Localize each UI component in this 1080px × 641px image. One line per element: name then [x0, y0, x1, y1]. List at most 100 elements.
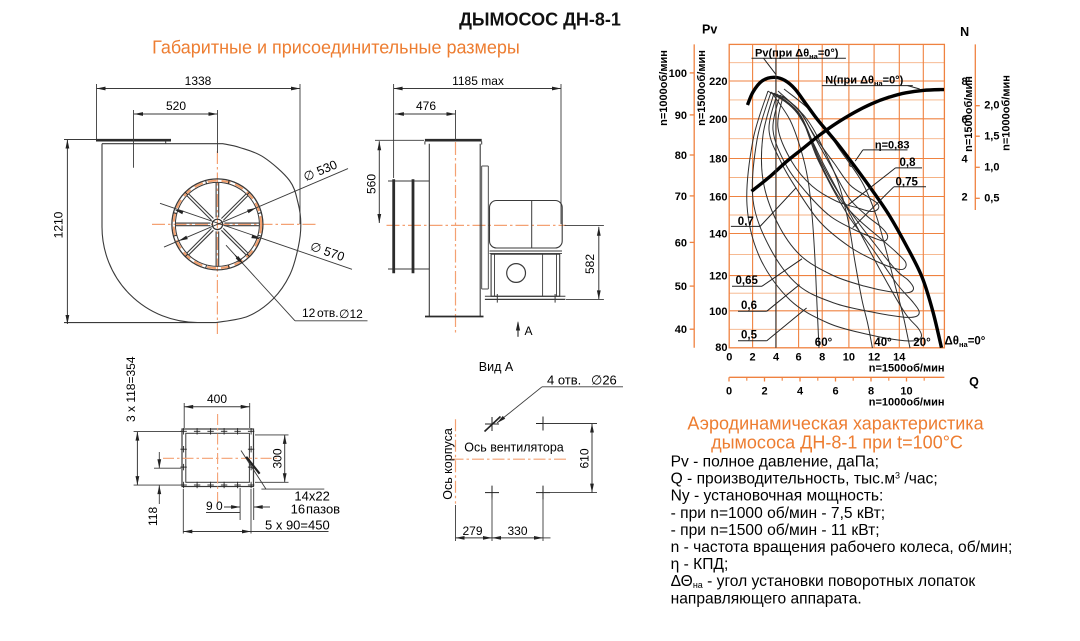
svg-text:40: 40: [675, 324, 687, 336]
svg-text:Δθна=0°: Δθна=0°: [945, 336, 986, 350]
svg-text:2: 2: [962, 192, 968, 204]
svg-text:140: 140: [709, 229, 727, 241]
svg-text:пазов: пазов: [306, 502, 340, 517]
svg-text:1338: 1338: [185, 74, 212, 88]
svg-text:200: 200: [709, 114, 727, 126]
svg-text:4: 4: [773, 351, 780, 363]
svg-text:- при n=1500 об/мин - 11 кВт;: - при n=1500 об/мин - 11 кВт;: [671, 522, 880, 539]
svg-text:100: 100: [669, 68, 687, 80]
svg-text:n=1500об/мин: n=1500об/мин: [696, 50, 708, 126]
svg-text:0: 0: [726, 385, 732, 397]
svg-text:4: 4: [962, 154, 969, 166]
svg-text:n=1500об/мин: n=1500об/мин: [963, 76, 975, 152]
svg-text:10: 10: [843, 351, 855, 363]
svg-text:0,5: 0,5: [741, 330, 758, 342]
svg-text:40°: 40°: [874, 337, 892, 349]
svg-text:50: 50: [675, 281, 687, 293]
svg-text:∅12: ∅12: [339, 307, 363, 321]
svg-text:0,6: 0,6: [741, 300, 757, 312]
svg-text:ΔΘна - угол установки поворотн: ΔΘна - угол установки поворотных лопаток: [671, 573, 976, 590]
svg-text:60°: 60°: [815, 337, 833, 349]
svg-text:80: 80: [715, 342, 727, 354]
svg-text:Pv(при Δθна=0°): Pv(при Δθна=0°): [755, 48, 839, 62]
svg-text:520: 520: [166, 99, 186, 113]
svg-text:4: 4: [797, 385, 804, 397]
svg-text:η=0,83: η=0,83: [875, 140, 910, 152]
svg-text:A: A: [525, 324, 533, 338]
svg-text:2: 2: [750, 351, 756, 363]
svg-text:90: 90: [675, 110, 687, 122]
svg-text:4 отв.: 4 отв.: [547, 373, 581, 388]
svg-text:дымососа ДН-8-1 при t=100°C: дымососа ДН-8-1 при t=100°C: [711, 432, 963, 452]
svg-text:1,5: 1,5: [984, 131, 999, 143]
svg-text:20°: 20°: [913, 337, 931, 349]
svg-text:0: 0: [726, 351, 732, 363]
svg-text:582: 582: [583, 254, 597, 274]
svg-text:476: 476: [416, 99, 436, 113]
svg-text:0,5: 0,5: [984, 193, 999, 205]
svg-text:0,7: 0,7: [738, 216, 754, 228]
svg-text:8: 8: [962, 76, 968, 88]
svg-text:1,0: 1,0: [984, 162, 999, 174]
svg-text:n=1000об/мин: n=1000об/мин: [1001, 75, 1013, 151]
svg-text:220: 220: [709, 76, 727, 88]
svg-text:Ось вентилятора: Ось вентилятора: [464, 441, 564, 455]
svg-text:80: 80: [675, 150, 687, 162]
svg-text:0,65: 0,65: [736, 275, 759, 287]
svg-text:160: 160: [709, 192, 727, 204]
svg-text:14: 14: [893, 351, 906, 363]
svg-text:Ось корпуса: Ось корпуса: [441, 428, 455, 500]
svg-text:6: 6: [796, 351, 802, 363]
svg-text:3 x 118=354: 3 x 118=354: [124, 356, 138, 422]
svg-text:2,0: 2,0: [984, 100, 999, 112]
svg-text:Q - производительность, тыс.м3: Q - производительность, тыс.м3 /час;: [671, 471, 938, 488]
svg-text:16: 16: [291, 502, 305, 517]
svg-text:Вид А: Вид А: [479, 360, 514, 374]
svg-text:n - частота вращения рабочего: n - частота вращения рабочего колеса, об…: [671, 539, 1013, 556]
svg-text:2: 2: [761, 385, 767, 397]
svg-text:η - КПД;: η - КПД;: [671, 556, 729, 573]
svg-text:n=1000об/мин: n=1000об/мин: [869, 396, 945, 408]
svg-text:Pv: Pv: [702, 23, 717, 37]
svg-text:118: 118: [146, 507, 160, 526]
svg-text:1185 max: 1185 max: [452, 74, 504, 88]
svg-text:n=1000об/мин: n=1000об/мин: [658, 50, 670, 126]
svg-text:9 0: 9 0: [206, 499, 223, 513]
svg-text:70: 70: [675, 191, 687, 203]
svg-text:6: 6: [832, 385, 838, 397]
svg-text:∅26: ∅26: [591, 373, 617, 388]
svg-text:5 x 90=450: 5 x 90=450: [265, 518, 330, 533]
svg-text:60: 60: [675, 237, 687, 249]
svg-text:Q: Q: [969, 375, 979, 389]
svg-text:N(при Δθна=0°): N(при Δθна=0°): [825, 75, 903, 89]
svg-text:279: 279: [462, 524, 482, 538]
svg-text:8: 8: [819, 351, 825, 363]
svg-text:180: 180: [709, 154, 727, 166]
svg-text:N: N: [960, 25, 969, 39]
svg-text:14x22: 14x22: [294, 489, 329, 504]
svg-text:ДЫМОСОС ДН-8-1: ДЫМОСОС ДН-8-1: [459, 10, 621, 30]
svg-text:Pv - полное давление, даПа;: Pv - полное давление, даПа;: [671, 454, 879, 471]
svg-text:0,75: 0,75: [896, 176, 919, 188]
svg-text:Ny - установочная мощность:: Ny - установочная мощность:: [671, 488, 884, 505]
svg-text:направляющего аппарата.: направляющего аппарата.: [671, 590, 862, 607]
svg-text:6: 6: [962, 114, 968, 126]
svg-text:300: 300: [271, 448, 285, 468]
svg-text:560: 560: [365, 174, 379, 194]
svg-text:330: 330: [507, 524, 527, 538]
svg-text:1210: 1210: [52, 211, 66, 238]
svg-text:Аэродинамическая характеристик: Аэродинамическая характеристика: [687, 414, 984, 434]
svg-text:400: 400: [207, 392, 227, 406]
svg-text:120: 120: [709, 271, 727, 283]
svg-text:n=1500об/мин: n=1500об/мин: [869, 363, 945, 375]
svg-text:610: 610: [578, 448, 592, 468]
svg-text:0,8: 0,8: [900, 157, 917, 169]
svg-text:12: 12: [868, 351, 880, 363]
svg-text:- при n=1000 об/мин - 7,5 кВт;: - при n=1000 об/мин - 7,5 кВт;: [671, 505, 886, 522]
svg-text:8: 8: [868, 385, 874, 397]
svg-text:отв.: отв.: [317, 306, 339, 320]
svg-text:100: 100: [709, 306, 727, 318]
svg-text:12: 12: [302, 306, 316, 320]
svg-text:10: 10: [900, 385, 912, 397]
svg-text:Габаритные и присоединительные: Габаритные и присоединительные размеры: [152, 38, 520, 58]
